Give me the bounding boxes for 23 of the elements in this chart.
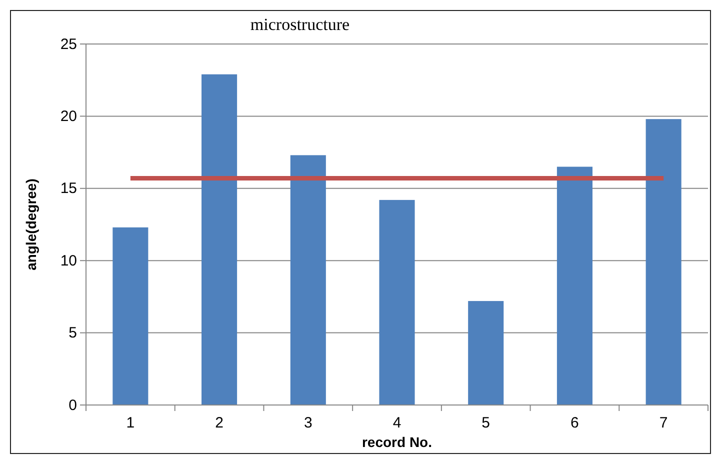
- x-tick-label: 4: [392, 414, 402, 432]
- chart-title: microstructure: [250, 15, 350, 34]
- x-tick-label: 5: [482, 414, 490, 432]
- bar: [379, 200, 415, 405]
- y-tick-label: 20: [60, 108, 77, 125]
- bar: [646, 119, 682, 405]
- bar: [202, 74, 238, 405]
- bar: [556, 166, 592, 405]
- y-tick-label: 0: [68, 396, 77, 414]
- y-tick-label: 5: [68, 324, 77, 342]
- x-tick-label: 6: [570, 414, 579, 432]
- y-tick-label: 25: [60, 36, 77, 53]
- x-axis-title: record No.: [362, 434, 432, 450]
- x-tick-label: 3: [304, 414, 312, 432]
- x-tick-label: 2: [215, 414, 224, 432]
- bar: [290, 155, 326, 405]
- x-tick-label: 1: [126, 414, 135, 432]
- y-tick-label: 15: [60, 180, 77, 198]
- x-tick-label: 7: [659, 414, 668, 432]
- bar: [112, 227, 148, 405]
- y-tick-label: 10: [60, 252, 77, 270]
- y-axis-title: angle(degree): [23, 178, 39, 270]
- bar: [468, 301, 504, 405]
